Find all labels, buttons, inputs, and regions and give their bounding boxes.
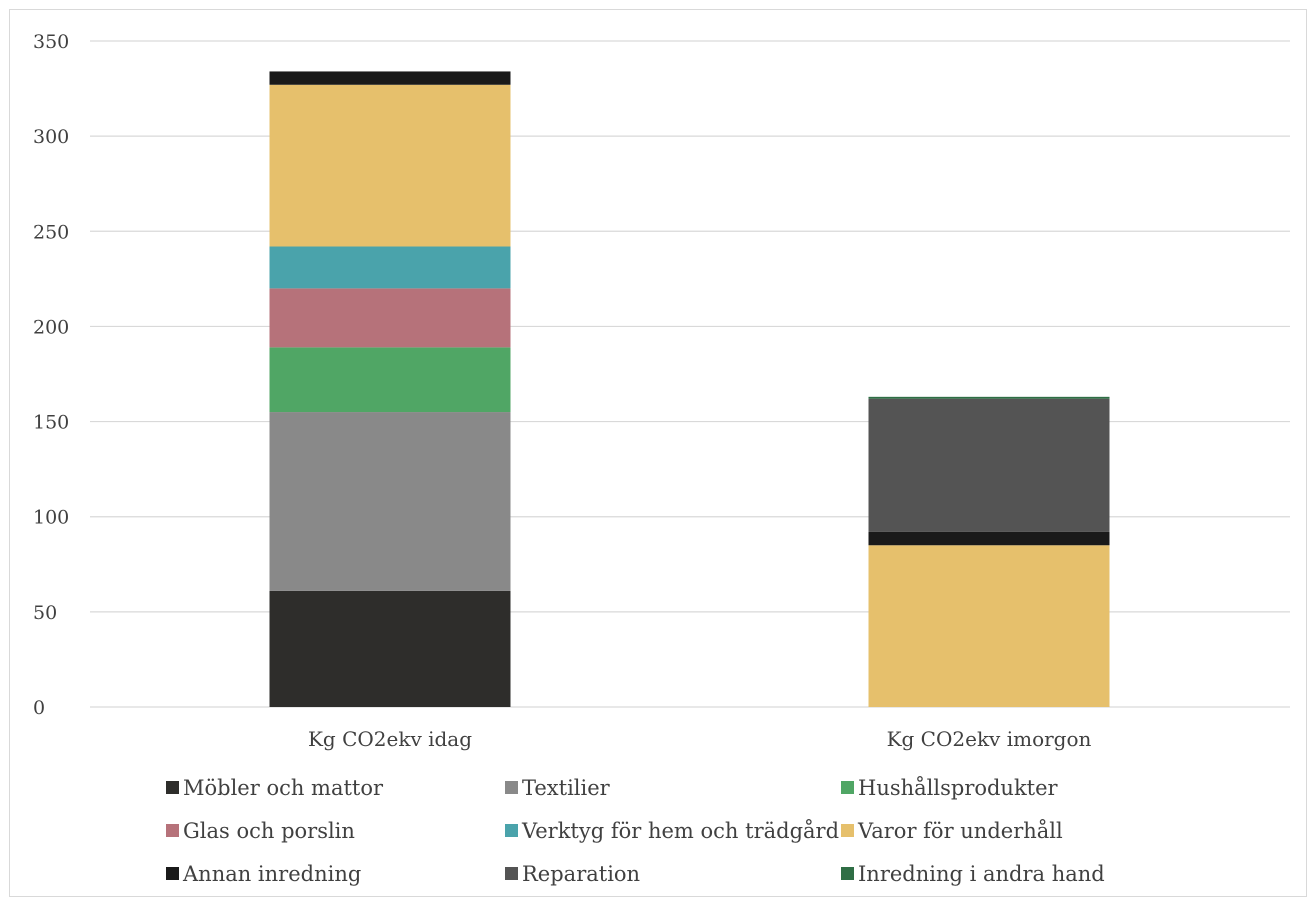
legend-swatch bbox=[505, 824, 518, 837]
bar-segment bbox=[269, 347, 511, 413]
legend-swatch bbox=[505, 781, 518, 794]
bar-segment bbox=[868, 398, 1110, 532]
x-axis-categories: Kg CO2ekv idag Kg CO2ekv imorgon bbox=[308, 727, 1092, 751]
bars bbox=[269, 71, 1110, 707]
bar-segment bbox=[269, 288, 511, 348]
x-category-label: Kg CO2ekv imorgon bbox=[887, 727, 1092, 751]
bar-segment bbox=[868, 545, 1110, 707]
bar-segment bbox=[269, 84, 511, 247]
legend-label: Annan inredning bbox=[182, 862, 361, 886]
y-tick-label: 250 bbox=[33, 221, 69, 243]
legend-label: Hushållsprodukter bbox=[858, 776, 1059, 800]
legend-label: Reparation bbox=[522, 862, 640, 886]
legend: Möbler och mattor Textilier Hushållsproduk… bbox=[166, 776, 1105, 886]
bar-segment bbox=[868, 531, 1110, 546]
legend-label: Inredning i andra hand bbox=[858, 862, 1105, 886]
legend-label: Varor för underhåll bbox=[857, 819, 1063, 843]
legend-label: Glas och porslin bbox=[183, 819, 355, 843]
y-tick-label: 200 bbox=[33, 316, 69, 338]
y-axis-ticks: 0 50 100 150 200 250 300 350 bbox=[33, 31, 69, 719]
bar-segment bbox=[269, 71, 511, 85]
legend-swatch bbox=[166, 781, 179, 794]
legend-label: Textilier bbox=[522, 776, 611, 800]
legend-label: Verktyg för hem och trädgård bbox=[521, 819, 839, 843]
legend-label: Möbler och mattor bbox=[183, 776, 384, 800]
y-tick-label: 50 bbox=[33, 602, 57, 624]
legend-swatch bbox=[841, 781, 854, 794]
y-tick-label: 100 bbox=[33, 507, 69, 529]
bar-segment bbox=[868, 396, 1110, 399]
legend-swatch bbox=[166, 824, 179, 837]
y-tick-label: 0 bbox=[33, 697, 45, 719]
x-category-label: Kg CO2ekv idag bbox=[308, 727, 472, 751]
legend-swatch bbox=[166, 867, 179, 880]
y-tick-label: 150 bbox=[33, 412, 69, 434]
bar-segment bbox=[269, 246, 511, 289]
y-tick-label: 300 bbox=[33, 126, 69, 148]
bar-segment bbox=[269, 590, 511, 707]
legend-swatch bbox=[505, 867, 518, 880]
legend-swatch bbox=[841, 824, 854, 837]
legend-swatch bbox=[841, 867, 854, 880]
y-tick-label: 350 bbox=[33, 31, 69, 53]
bar-segment bbox=[269, 412, 511, 591]
